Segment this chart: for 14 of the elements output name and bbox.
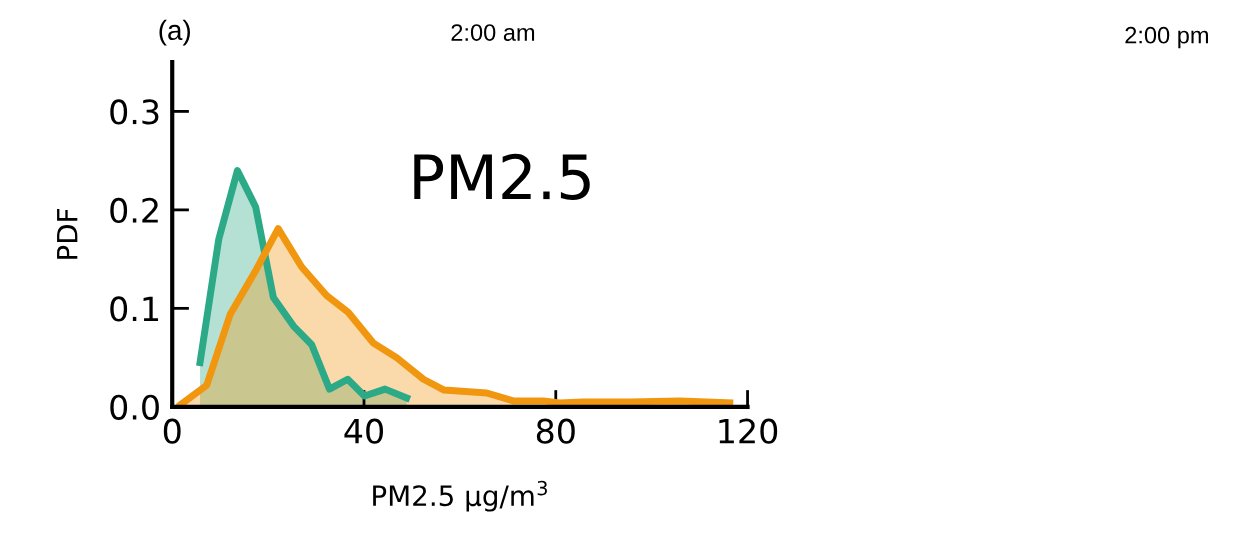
chart-title: (a) xyxy=(159,19,190,46)
y-tick-label: 0.0 xyxy=(110,394,159,420)
x-axis-title: PM2.5 μg/m$^{3}$ xyxy=(373,480,547,512)
text: 2:00 am xyxy=(451,24,535,41)
x-tick-label: 40 xyxy=(344,418,383,444)
x-tick-label: 120 xyxy=(719,418,778,444)
y-tick-label: 0.1 xyxy=(110,296,159,322)
y-axis-title: PDF xyxy=(57,209,78,259)
x-tick-label: 80 xyxy=(536,418,575,444)
annotation: PM2.5 xyxy=(414,153,590,200)
y-tick-label: 0.2 xyxy=(110,197,158,224)
y-tick-label: 0.3 xyxy=(110,99,159,125)
text: 2:00 pm xyxy=(1125,26,1208,49)
x-tick-label: 0 xyxy=(163,418,181,444)
